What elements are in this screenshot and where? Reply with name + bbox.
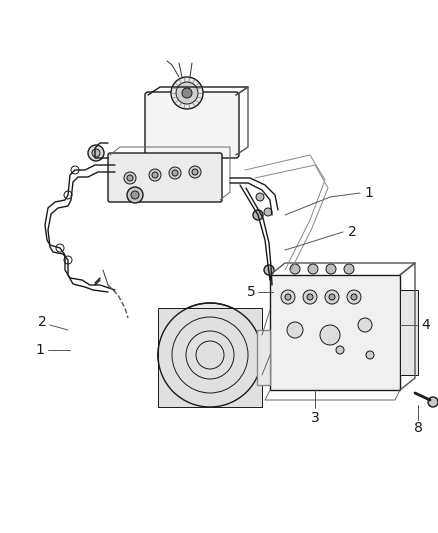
Circle shape [307,294,313,300]
Circle shape [287,322,303,338]
Text: 1: 1 [35,343,44,357]
Circle shape [285,294,291,300]
Circle shape [326,264,336,274]
Circle shape [169,167,181,179]
Circle shape [329,294,335,300]
Circle shape [308,264,318,274]
Circle shape [124,172,136,184]
Circle shape [88,145,104,161]
Circle shape [176,82,198,104]
Circle shape [358,318,372,332]
Circle shape [158,303,262,407]
Circle shape [256,193,264,201]
Circle shape [92,149,100,157]
FancyBboxPatch shape [145,92,239,158]
Circle shape [204,349,216,361]
Circle shape [336,346,344,354]
Circle shape [172,317,248,393]
Circle shape [189,166,201,178]
Circle shape [149,169,161,181]
Circle shape [182,88,192,98]
Circle shape [253,210,263,220]
Circle shape [171,77,203,109]
Text: 2: 2 [348,225,357,239]
Circle shape [428,397,438,407]
Text: 3: 3 [311,411,319,425]
Circle shape [71,166,79,174]
Circle shape [152,172,158,178]
Circle shape [325,290,339,304]
Circle shape [56,244,64,252]
Circle shape [281,290,295,304]
Circle shape [344,264,354,274]
Bar [400,290,418,375]
Circle shape [131,191,139,199]
Circle shape [196,341,224,369]
Circle shape [64,256,72,264]
Circle shape [366,351,374,359]
Circle shape [192,169,198,175]
Bar [158,308,262,407]
Circle shape [347,290,361,304]
FancyBboxPatch shape [108,153,222,202]
Circle shape [290,264,300,274]
Text: 8: 8 [413,421,422,435]
Text: 4: 4 [422,318,431,332]
Circle shape [351,294,357,300]
Circle shape [303,290,317,304]
Circle shape [127,187,143,203]
Circle shape [264,265,274,275]
Circle shape [127,175,133,181]
Text: 1: 1 [364,186,374,200]
Circle shape [64,191,72,199]
Bar [270,275,400,390]
Text: 5: 5 [247,285,255,299]
Bar [257,330,270,385]
Circle shape [172,170,178,176]
Circle shape [186,331,234,379]
Circle shape [264,208,272,216]
Circle shape [320,325,340,345]
Text: 2: 2 [38,315,46,329]
